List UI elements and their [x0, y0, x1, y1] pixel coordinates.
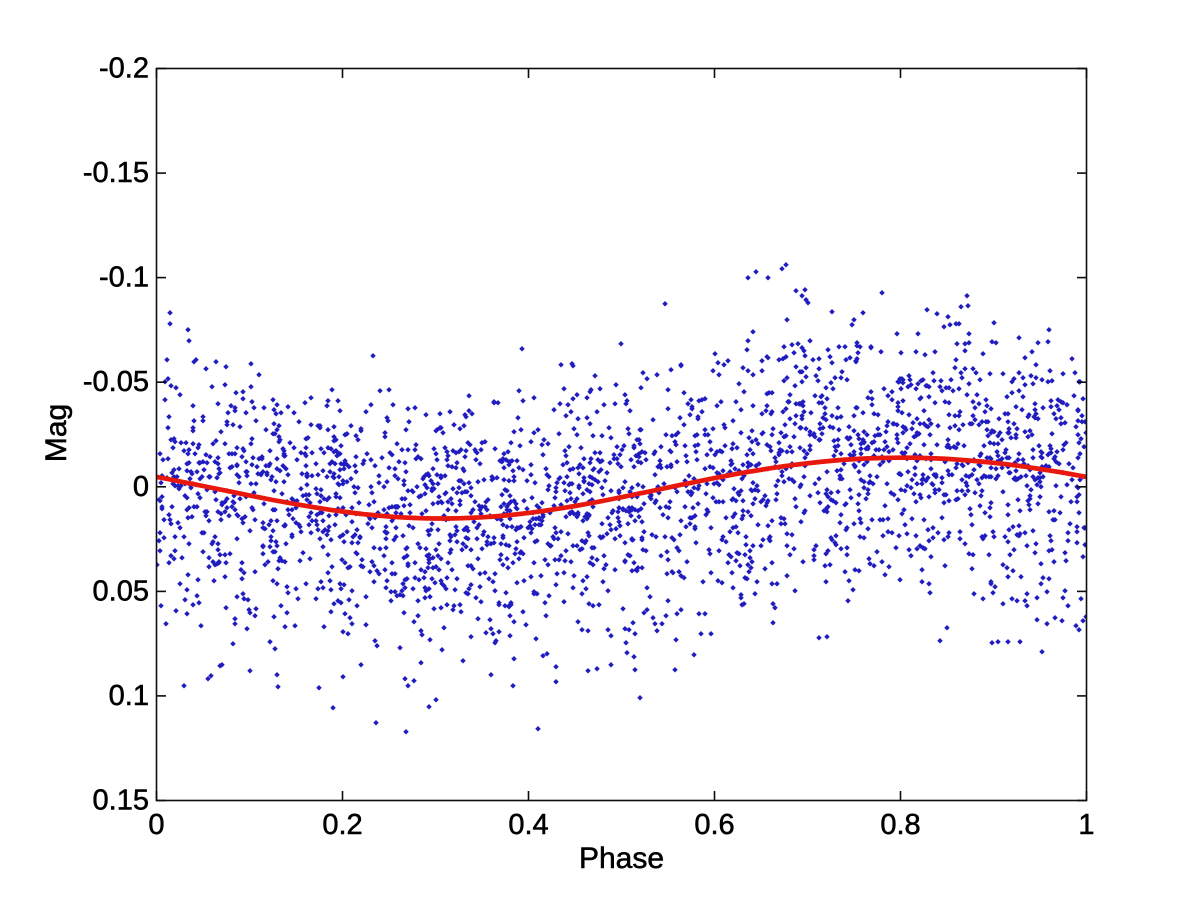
- svg-text:1: 1: [1078, 809, 1094, 841]
- svg-text:0.4: 0.4: [508, 809, 548, 841]
- svg-text:0: 0: [148, 809, 164, 841]
- svg-text:Phase: Phase: [579, 842, 664, 875]
- svg-text:0.6: 0.6: [694, 809, 734, 841]
- svg-text:Mag: Mag: [40, 404, 73, 462]
- svg-text:-0.2: -0.2: [99, 53, 149, 85]
- svg-text:0.15: 0.15: [93, 785, 149, 817]
- svg-text:0.05: 0.05: [93, 575, 149, 607]
- svg-text:-0.05: -0.05: [83, 366, 149, 398]
- svg-text:0.1: 0.1: [109, 680, 149, 712]
- svg-text:-0.1: -0.1: [99, 262, 149, 294]
- svg-text:0: 0: [133, 471, 149, 503]
- svg-text:0.8: 0.8: [880, 809, 920, 841]
- svg-text:0.2: 0.2: [322, 809, 362, 841]
- svg-text:-0.15: -0.15: [83, 157, 149, 189]
